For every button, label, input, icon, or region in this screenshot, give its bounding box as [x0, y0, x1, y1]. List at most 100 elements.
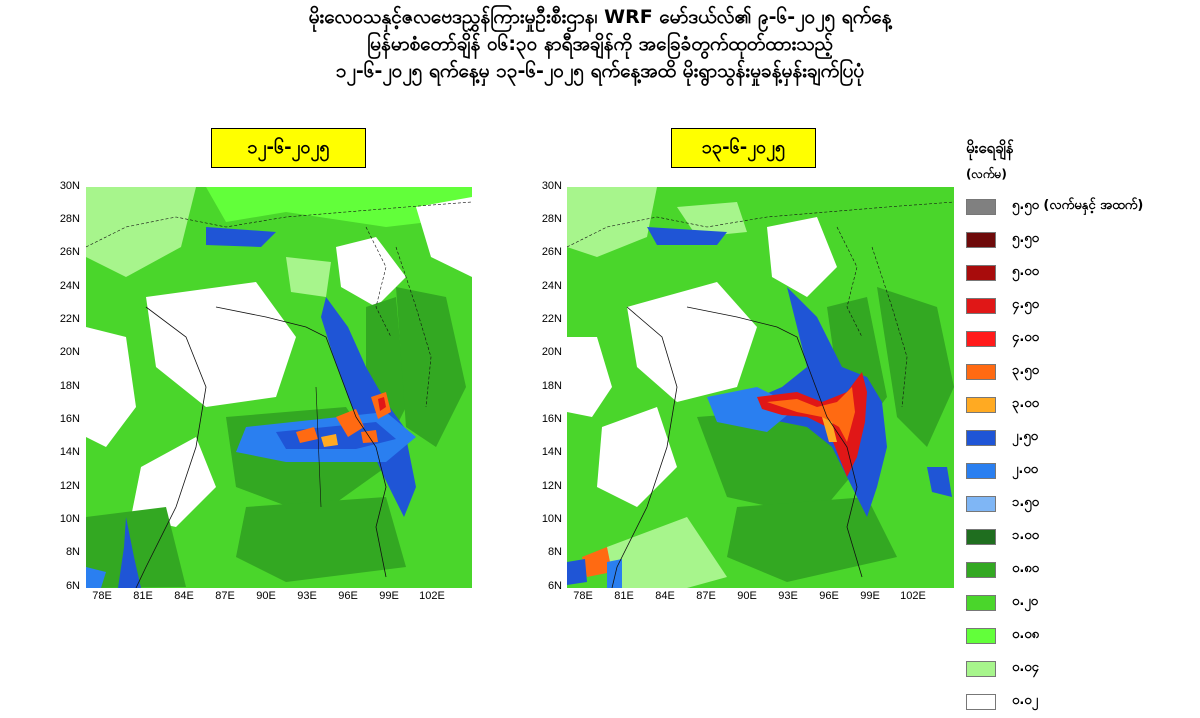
x-tick-label: 81E — [614, 590, 634, 602]
y-tick-label: 16N — [59, 413, 80, 425]
title-line-3: ၁၂-၆-၂၀၂၅ ရက်နေ့မှ ၁၃-၆-၂၀၂၅ ရက်နေ့အထိ မ… — [335, 60, 865, 82]
legend-title: မိုးရေချိန် — [966, 139, 1014, 157]
legend-item: ၅.၅၀ (လက်မနှင့် အထက်) — [966, 190, 1198, 223]
legend-label: ၄.၀၀ — [1012, 330, 1039, 345]
y-tick-label: 26N — [59, 246, 80, 258]
legend-label: ၃.၀၀ — [1012, 396, 1039, 411]
map-date-label-2: ၁၃-၆-၂၀၂၅ — [671, 128, 816, 168]
legend-item: ၁.၀၀ — [966, 520, 1198, 553]
legend-items: ၅.၅၀ (လက်မနှင့် အထက်) ၅.၅၀၅.၀၀၄.၅၀၄.၀၀၃.၅… — [966, 190, 1198, 718]
y-tick-label: 26N — [541, 246, 562, 258]
legend-label: ၅.၀၀ — [1012, 264, 1039, 279]
legend-label: ၂.၀၀ — [1012, 462, 1038, 477]
y-tick-label: 8N — [547, 546, 562, 558]
y-tick-label: 6N — [65, 580, 80, 592]
legend-item: ၅.၀၀ — [966, 256, 1198, 289]
legend-swatch — [966, 330, 996, 347]
legend-item: ၃.၀၀ — [966, 388, 1198, 421]
legend-swatch — [966, 198, 996, 215]
y-tick-label: 14N — [59, 446, 80, 458]
legend-label: ၀.၀၈ — [1012, 627, 1039, 642]
x-tick-label: 99E — [379, 590, 399, 602]
legend-label: ၅.၅၀ (လက်မနှင့် အထက်) — [1012, 198, 1144, 213]
legend-item: ၄.၀၀ — [966, 322, 1198, 355]
x-tick-label: 96E — [338, 590, 358, 602]
x-tick-label: 99E — [860, 590, 880, 602]
rainfall-legend: မိုးရေချိန် (လက်မ) ၅.၅၀ (လက်မနှင့် အထက်)… — [966, 136, 1198, 718]
y-tick-label: 14N — [541, 446, 562, 458]
x-tick-label: 96E — [819, 590, 839, 602]
legend-item: ၀.၀၄ — [966, 652, 1198, 685]
legend-swatch — [966, 429, 996, 446]
legend-swatch — [966, 660, 996, 677]
legend-label: ၄.၅၀ — [1012, 297, 1039, 312]
rainfall-map-2 — [567, 187, 954, 588]
legend-label: ၀.၂၀ — [1012, 594, 1038, 609]
legend-item: ၀.၂၀ — [966, 586, 1198, 619]
x-tick-label: 84E — [174, 590, 194, 602]
legend-swatch — [966, 495, 996, 512]
legend-label: ၅.၅၀ — [1012, 231, 1039, 246]
y-tick-label: 12N — [541, 480, 562, 492]
legend-swatch — [966, 594, 996, 611]
x-tick-label: 90E — [737, 590, 757, 602]
y-tick-label: 6N — [547, 580, 562, 592]
legend-swatch — [966, 561, 996, 578]
y-tick-label: 18N — [541, 380, 562, 392]
legend-swatch — [966, 528, 996, 545]
legend-item: ၅.၅၀ — [966, 223, 1198, 256]
rainfall-map-1 — [86, 187, 472, 588]
x-tick-label: 93E — [297, 590, 317, 602]
legend-label: ၃.၅၀ — [1012, 363, 1039, 378]
y-tick-label: 24N — [59, 280, 80, 292]
x-tick-label: 84E — [655, 590, 675, 602]
legend-item: ၀.၈၀ — [966, 553, 1198, 586]
map-panel-1: ၁၂-၆-၂၀၂၅ — [0, 128, 480, 608]
legend-swatch — [966, 627, 996, 644]
x-tick-label: 90E — [256, 590, 276, 602]
y-tick-label: 20N — [541, 346, 562, 358]
legend-swatch — [966, 264, 996, 281]
y-tick-label: 28N — [541, 213, 562, 225]
y-tick-label: 10N — [59, 513, 80, 525]
legend-label: ၂.၅၀ — [1012, 429, 1038, 444]
legend-swatch — [966, 363, 996, 380]
x-tick-label: 87E — [215, 590, 235, 602]
rainfall-map-svg-2 — [567, 187, 954, 588]
legend-label: ၀.၈၀ — [1012, 561, 1039, 576]
y-tick-label: 24N — [541, 280, 562, 292]
y-tick-label: 30N — [541, 180, 562, 192]
x-tick-label: 78E — [92, 590, 112, 602]
legend-swatch — [966, 396, 996, 413]
y-tick-label: 16N — [541, 413, 562, 425]
legend-item: ၁.၅၀ — [966, 487, 1198, 520]
x-tick-label: 102E — [900, 590, 926, 602]
legend-label: ၁.၅၀ — [1012, 495, 1039, 510]
legend-item: ၃.၅၀ — [966, 355, 1198, 388]
y-tick-label: 30N — [59, 180, 80, 192]
x-tick-label: 102E — [419, 590, 445, 602]
legend-swatch — [966, 231, 996, 248]
rainfall-map-svg-1 — [86, 187, 472, 588]
y-tick-label: 28N — [59, 213, 80, 225]
y-tick-label: 12N — [59, 480, 80, 492]
x-tick-label: 93E — [778, 590, 798, 602]
map-date-label-1: ၁၂-၆-၂၀၂၅ — [211, 128, 366, 168]
legend-item: ၂.၅၀ — [966, 421, 1198, 454]
legend-item: ၂.၀၀ — [966, 454, 1198, 487]
y-tick-label: 22N — [59, 313, 80, 325]
x-tick-label: 87E — [696, 590, 716, 602]
y-tick-label: 18N — [59, 380, 80, 392]
legend-swatch — [966, 462, 996, 479]
map-panel-2: ၁၃-၆-၂၀၂၅ — [480, 128, 960, 608]
y-tick-label: 20N — [59, 346, 80, 358]
y-tick-label: 10N — [541, 513, 562, 525]
legend-swatch — [966, 297, 996, 314]
page-title: မိုးလေဝသနှင့်ဇလဗေဒညွှန်ကြားမှုဦးစီးဌာန၊ … — [0, 4, 1200, 85]
legend-label: ၀.၀၄ — [1012, 660, 1039, 675]
legend-unit: (လက်မ) — [966, 167, 1007, 181]
x-tick-label: 78E — [573, 590, 593, 602]
legend-item: ၄.၅၀ — [966, 289, 1198, 322]
y-tick-label: 8N — [65, 546, 80, 558]
legend-label: ၁.၀၀ — [1012, 528, 1039, 543]
